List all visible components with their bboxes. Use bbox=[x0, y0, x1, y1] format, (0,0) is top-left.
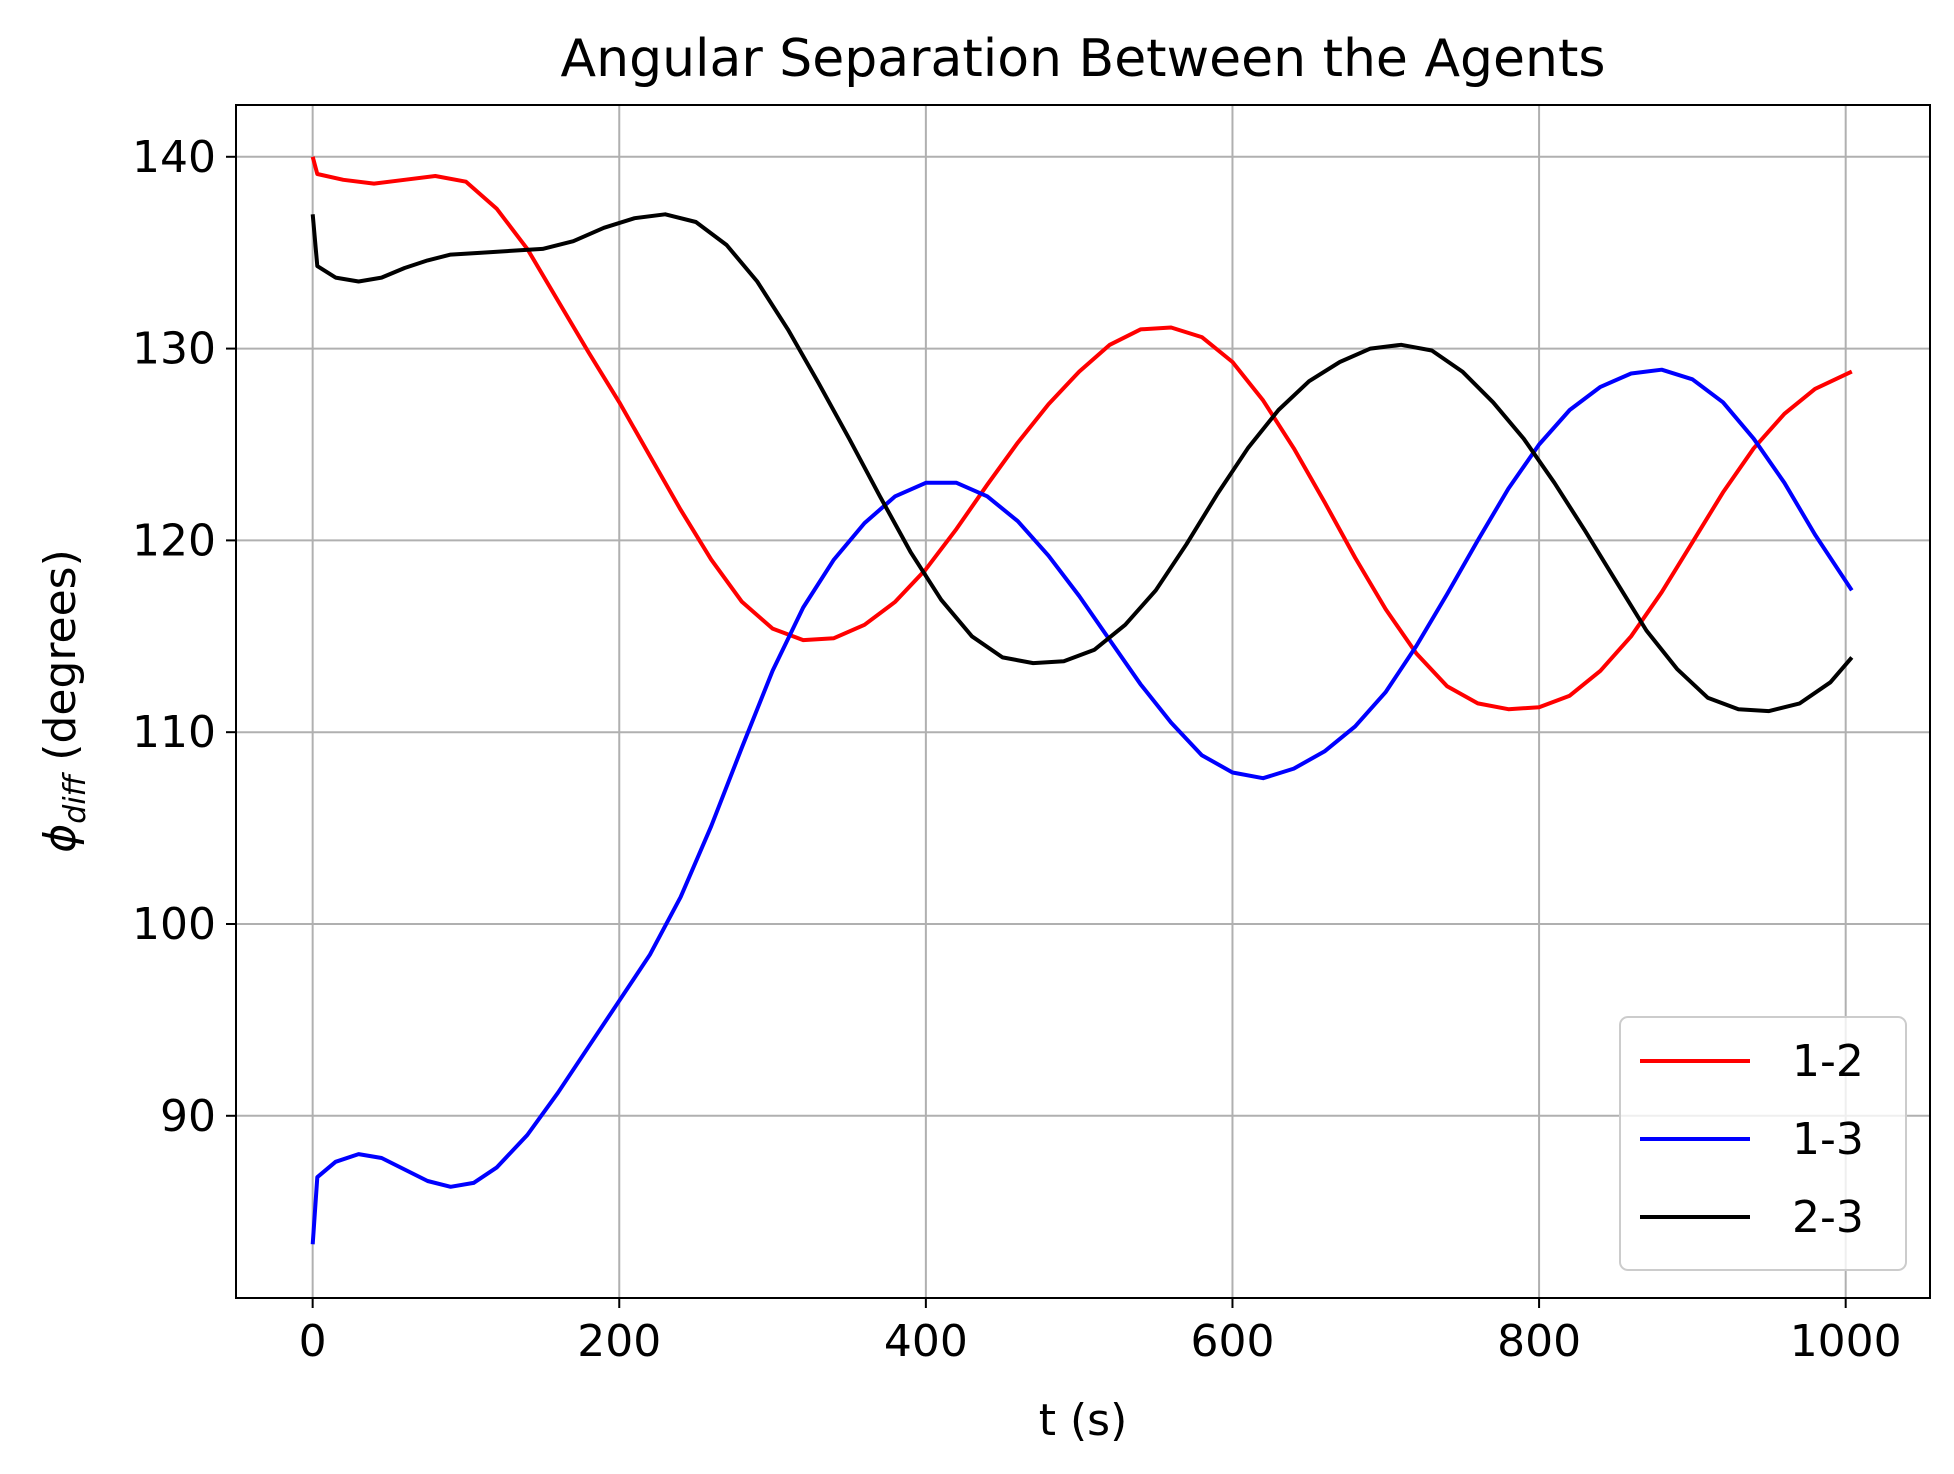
grid-lines bbox=[236, 105, 1930, 1298]
y-tick-label-130: 130 bbox=[132, 324, 216, 375]
y-tick-label-140: 140 bbox=[132, 132, 216, 183]
series-line-2-3 bbox=[310, 212, 1854, 714]
chart-title: Angular Separation Between the Agents bbox=[561, 29, 1606, 89]
series-line-1-2 bbox=[310, 156, 1853, 712]
x-tick-label-400: 400 bbox=[884, 1316, 968, 1367]
y-axis-label-symbol: ϕ bbox=[35, 824, 86, 853]
series-lines bbox=[310, 156, 1854, 1245]
y-axis-label-subscript: diff bbox=[58, 771, 93, 823]
y-tick-label-90: 90 bbox=[160, 1091, 216, 1142]
legend-label-2-3: 2-3 bbox=[1792, 1192, 1864, 1243]
plot-area-frame bbox=[235, 104, 1931, 1299]
x-tick-label-0: 0 bbox=[299, 1316, 327, 1367]
series-line-1-3 bbox=[310, 367, 1854, 1245]
y-tick-label-110: 110 bbox=[132, 707, 216, 758]
y-axis-label: ϕdiff (degrees) bbox=[35, 549, 93, 853]
legend-label-1-2: 1-2 bbox=[1792, 1036, 1864, 1087]
legend-box bbox=[1619, 1016, 1907, 1271]
legend-label-1-3: 1-3 bbox=[1792, 1114, 1864, 1165]
y-tick-label-100: 100 bbox=[132, 899, 216, 950]
axis-ticks: 0 200 400 600 800 1000 90 100 110 120 130 140 bbox=[132, 132, 1902, 1367]
x-tick-label-1000: 1000 bbox=[1790, 1316, 1902, 1367]
y-axis-label-unit: (degrees) bbox=[35, 549, 86, 774]
y-tick-label-120: 120 bbox=[132, 515, 216, 566]
x-axis-label: t (s) bbox=[1039, 1395, 1128, 1446]
x-tick-label-600: 600 bbox=[1190, 1316, 1274, 1367]
x-tick-label-200: 200 bbox=[577, 1316, 661, 1367]
x-tick-label-800: 800 bbox=[1497, 1316, 1581, 1367]
legend: 1-2 1-3 2-3 bbox=[1619, 1016, 1907, 1271]
